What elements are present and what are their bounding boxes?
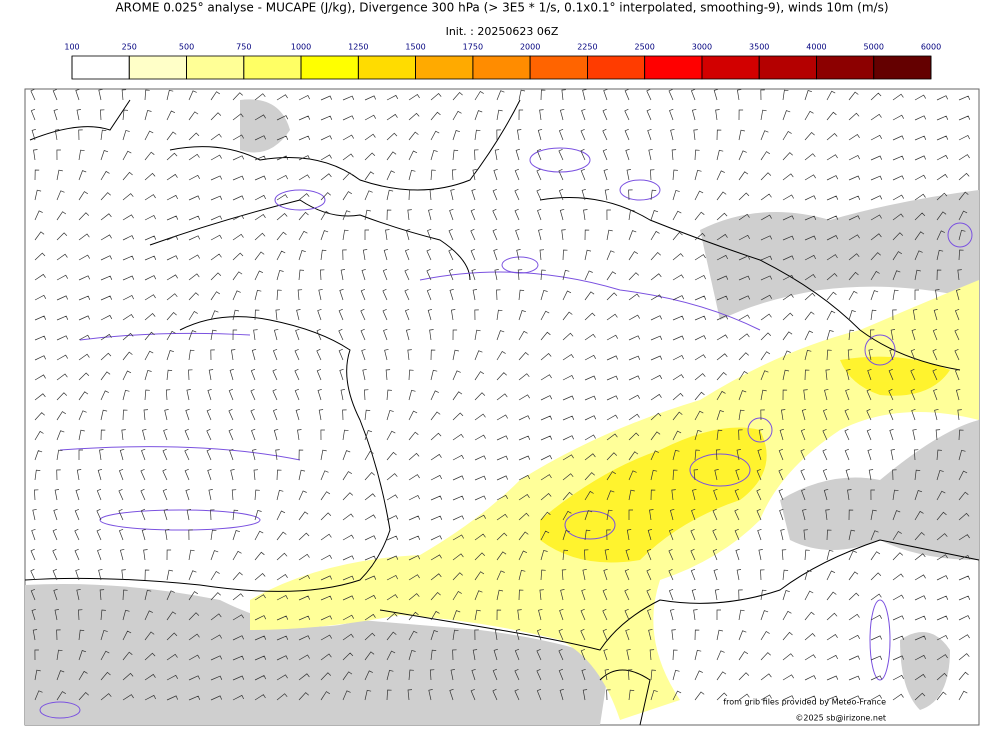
- colorbar-tick-label: 2250: [577, 43, 597, 52]
- colorbar-swatch: [873, 55, 932, 80]
- colorbar: 100 250 500 750 1000 1250 1500 1750 2000 2250 2500…: [64, 43, 941, 80]
- colorbar-swatch: [128, 55, 187, 80]
- colorbar-swatch: [186, 55, 245, 80]
- colorbar-swatch: [71, 55, 130, 80]
- colorbar-tick-label: 250: [122, 43, 137, 52]
- map: from grib files provided by Meteo-France…: [24, 88, 980, 726]
- colorbar-tick-label: 2500: [634, 43, 654, 52]
- colorbar-tick-label: 500: [179, 43, 194, 52]
- cape-bright-area: [540, 356, 950, 563]
- colorbar-swatch: [472, 55, 531, 80]
- title: AROME 0.025° analyse - MUCAPE (J/kg), Di…: [115, 1, 888, 15]
- init-time: Init. : 20250623 06Z: [446, 25, 559, 38]
- wind-barbs: [30, 88, 971, 701]
- colorbar-tick-label: 100: [64, 43, 79, 52]
- colorbar-tick-label: 1250: [348, 43, 368, 52]
- colorbar-tick-label: 1750: [463, 43, 483, 52]
- colorbar-swatch: [415, 55, 474, 80]
- credit: from grib files provided by Meteo-France: [723, 698, 886, 707]
- colorbar-swatch: [816, 55, 875, 80]
- colorbar-swatch: [529, 55, 588, 80]
- wind-barb-field: [30, 88, 971, 701]
- colorbar-swatch: [758, 55, 817, 80]
- colorbar-swatch: [587, 55, 646, 80]
- colorbar-tick-label: 5000: [864, 43, 884, 52]
- colorbar-swatch: [243, 55, 302, 80]
- colorbar-tick-label: 2000: [520, 43, 540, 52]
- colorbar-tick-label: 750: [236, 43, 251, 52]
- colorbar-tick-label: 6000: [921, 43, 941, 52]
- colorbar-tick-label: 1500: [405, 43, 425, 52]
- colorbar-swatch: [644, 55, 703, 80]
- coastlines: [24, 99, 980, 726]
- colorbar-tick-label: 3000: [692, 43, 712, 52]
- colorbar-swatch: [300, 55, 359, 80]
- credit: ©2025 sb@irizone.net: [795, 714, 886, 723]
- colorbar-tick-label: 1000: [291, 43, 311, 52]
- colorbar-tick-label: 4000: [806, 43, 826, 52]
- cape-low-area: [25, 99, 979, 725]
- colorbar-swatch: [701, 55, 760, 80]
- colorbar-tick-label: 3500: [749, 43, 769, 52]
- colorbar-swatch: [357, 55, 417, 80]
